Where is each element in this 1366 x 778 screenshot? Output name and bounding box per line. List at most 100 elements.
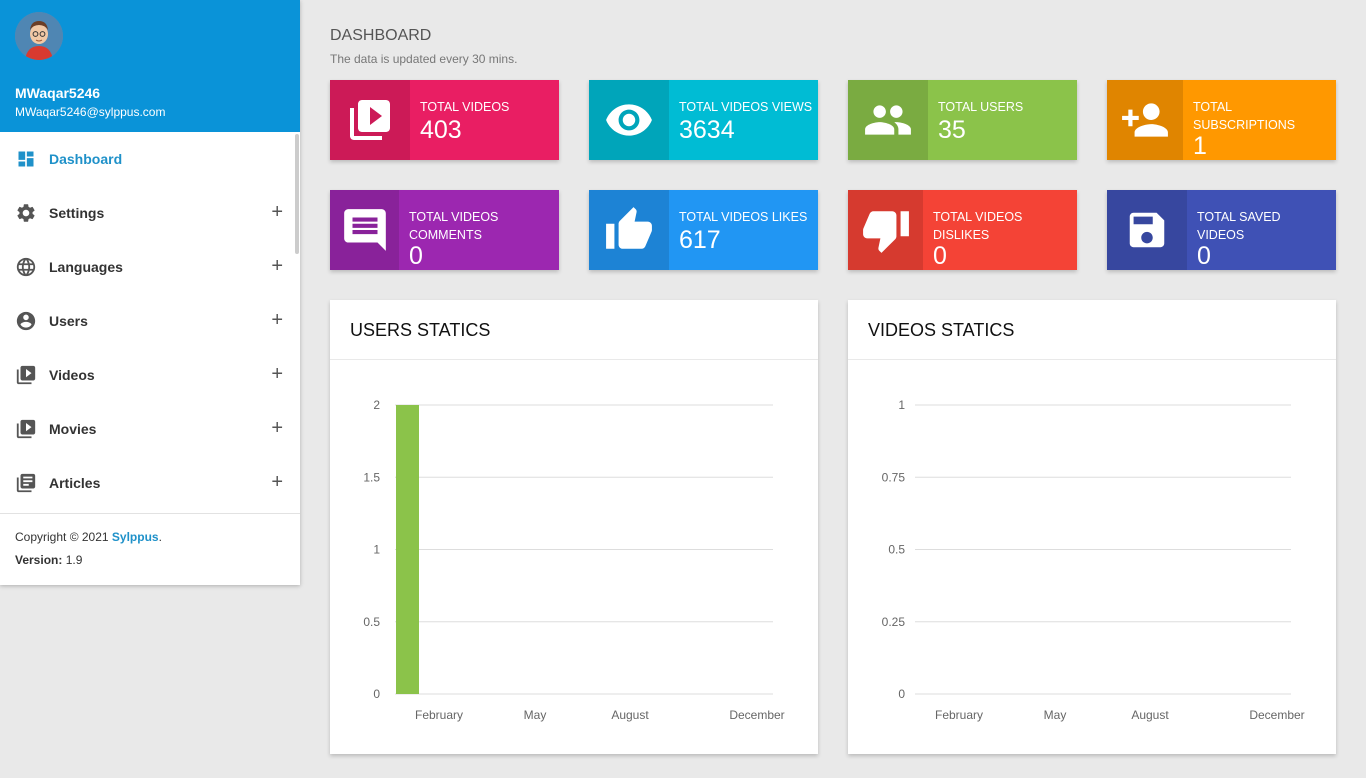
video-library-icon <box>15 364 37 386</box>
x-tick-label: February <box>935 708 983 722</box>
stat-label: TOTAL USERS <box>938 100 1024 114</box>
page-subtitle: The data is updated every 30 mins. <box>330 52 518 66</box>
stat-label: TOTAL VIDEOS <box>420 100 510 114</box>
person-add-icon <box>1107 80 1183 160</box>
stat-label: TOTAL VIDEOS DISLIKES <box>933 210 1023 242</box>
y-tick-label: 0 <box>373 687 380 701</box>
sidebar-item-label: Dashboard <box>49 151 123 167</box>
sidebar-item-label: Articles <box>49 475 101 491</box>
sidebar: MWaqar5246 MWaqar5246@sylppus.com Dashbo… <box>0 0 300 585</box>
videos-statics-card: VIDEOS STATICS 0 0.25 0.5 0.75 1 February May A… <box>848 300 1336 754</box>
save-icon <box>1107 190 1187 270</box>
users-statics-card: USERS STATICS 0 0.5 1 1.5 2 February May August… <box>330 300 818 754</box>
stat-label: TOTAL VIDEOS COMMENTS <box>409 210 499 242</box>
sidebar-item-label: Movies <box>49 421 97 437</box>
sidebar-item-videos[interactable]: Videos + <box>0 348 300 402</box>
thumb-up-icon <box>589 190 669 270</box>
sidebar-item-articles[interactable]: Articles + <box>0 456 300 510</box>
copyright-link[interactable]: Sylppus <box>111 530 159 544</box>
y-tick-label: 0.25 <box>882 615 906 629</box>
stat-total-subscriptions: TOTAL SUBSCRIPTIONS 1 <box>1107 80 1336 160</box>
stat-value: 0 <box>933 242 947 270</box>
copyright-text: Copyright © 2021 <box>15 530 112 544</box>
y-tick-label: 1 <box>898 398 905 412</box>
stat-value: 0 <box>1197 242 1211 270</box>
expand-icon[interactable]: + <box>271 471 283 493</box>
sidebar-menu: Dashboard Settings + Languages + Users + <box>0 132 300 513</box>
user-name[interactable]: MWaqar5246 <box>15 85 101 101</box>
stat-total-videos: TOTAL VIDEOS 403 <box>330 80 559 160</box>
expand-icon[interactable]: + <box>271 417 283 439</box>
y-tick-label: 0.75 <box>882 470 906 484</box>
video-library-icon <box>15 418 37 440</box>
page-title: DASHBOARD <box>330 27 432 44</box>
users-statics-chart: 0 0.5 1 1.5 2 February May August December <box>363 398 784 722</box>
videos-statics-chart: 0 0.25 0.5 0.75 1 February May August December <box>882 398 1305 722</box>
stat-total-saved-videos: TOTAL SAVED VIDEOS 0 <box>1107 190 1336 270</box>
card-title: USERS STATICS <box>330 300 818 360</box>
sidebar-item-languages[interactable]: Languages + <box>0 240 300 294</box>
sidebar-item-users[interactable]: Users + <box>0 294 300 348</box>
copyright: Copyright © 2021 Sylppus. <box>15 530 285 544</box>
stat-total-video-comments: TOTAL VIDEOS COMMENTS 0 <box>330 190 559 270</box>
eye-icon <box>589 80 669 160</box>
stat-value: 1 <box>1193 132 1207 160</box>
stat-value: 0 <box>409 242 423 270</box>
user-info: MWaqar5246 MWaqar5246@sylppus.com <box>0 0 300 132</box>
version: Version: 1.9 <box>15 553 285 567</box>
dashboard-icon <box>15 148 37 170</box>
x-tick-label: December <box>1249 708 1304 722</box>
x-tick-label: February <box>415 708 463 722</box>
y-tick-label: 0.5 <box>888 543 905 557</box>
sidebar-item-movies[interactable]: Movies + <box>0 402 300 456</box>
version-value: 1.9 <box>65 553 83 567</box>
bar[interactable] <box>396 405 419 694</box>
account-circle-icon <box>15 310 37 332</box>
expand-icon[interactable]: + <box>271 363 283 385</box>
stat-value: 35 <box>938 116 966 144</box>
copyright-suffix: . <box>158 530 162 544</box>
sidebar-item-label: Users <box>49 313 88 329</box>
articles-icon <box>15 472 37 494</box>
stat-value: 617 <box>679 226 721 254</box>
sidebar-item-label: Videos <box>49 367 95 383</box>
y-tick-label: 1.5 <box>363 470 380 484</box>
expand-icon[interactable]: + <box>271 309 283 331</box>
card-title: VIDEOS STATICS <box>848 300 1336 360</box>
stat-total-users: TOTAL USERS 35 <box>848 80 1077 160</box>
legal-footer: Copyright © 2021 Sylppus. Version: 1.9 <box>0 513 300 585</box>
globe-icon <box>15 256 37 278</box>
user-avatar[interactable] <box>15 12 63 60</box>
stat-label: TOTAL VIDEOS VIEWS <box>679 100 813 114</box>
sidebar-scrollbar[interactable] <box>295 134 299 254</box>
y-tick-label: 1 <box>373 543 380 557</box>
video-library-icon <box>330 80 410 160</box>
x-tick-label: August <box>1131 708 1169 722</box>
thumb-down-icon <box>848 190 923 270</box>
version-label: Version: <box>15 553 63 567</box>
sidebar-item-dashboard[interactable]: Dashboard <box>0 132 300 186</box>
x-tick-label: May <box>1044 708 1067 722</box>
x-tick-label: December <box>729 708 784 722</box>
x-tick-label: May <box>524 708 547 722</box>
avatar-image <box>15 12 63 60</box>
stat-total-video-views: TOTAL VIDEOS VIEWS 3634 <box>589 80 818 160</box>
sidebar-item-settings[interactable]: Settings + <box>0 186 300 240</box>
stat-label: TOTAL SUBSCRIPTIONS <box>1193 100 1296 132</box>
stat-total-video-likes: TOTAL VIDEOS LIKES 617 <box>589 190 818 270</box>
gear-icon <box>15 202 37 224</box>
stat-value: 3634 <box>679 116 735 144</box>
stat-label: TOTAL VIDEOS LIKES <box>679 210 808 224</box>
y-tick-label: 0.5 <box>363 615 380 629</box>
expand-icon[interactable]: + <box>271 201 283 223</box>
people-icon <box>848 80 928 160</box>
x-tick-label: August <box>611 708 649 722</box>
stat-value: 403 <box>420 116 462 144</box>
user-email: MWaqar5246@sylppus.com <box>15 105 166 119</box>
expand-icon[interactable]: + <box>271 255 283 277</box>
sidebar-item-label: Settings <box>49 205 105 221</box>
y-tick-label: 2 <box>373 398 380 412</box>
comment-icon <box>330 190 399 270</box>
stat-total-video-dislikes: TOTAL VIDEOS DISLIKES 0 <box>848 190 1077 270</box>
sidebar-item-label: Languages <box>49 259 123 275</box>
